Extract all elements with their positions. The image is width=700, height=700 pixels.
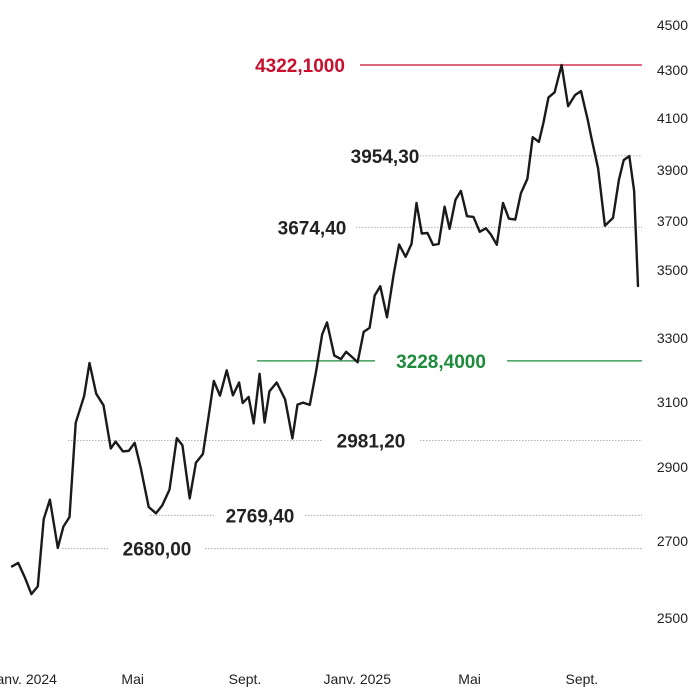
reference-label-1: 3954,30 [351, 147, 420, 168]
y-tick-label-1: 2700 [657, 533, 688, 549]
y-tick-label-4: 3300 [657, 330, 688, 346]
x-tick-label-2: Sept. [229, 671, 262, 687]
y-tick-label-2: 2900 [657, 459, 688, 475]
x-tick-label-1: Mai [121, 671, 144, 687]
reference-label-3: 3228,4000 [396, 352, 486, 373]
reference-label-0: 4322,1000 [255, 56, 345, 77]
x-tick-label-4: Mai [458, 671, 481, 687]
reference-label-6: 2680,00 [123, 540, 192, 561]
y-tick-label-7: 3900 [657, 162, 688, 178]
y-tick-label-6: 3700 [657, 213, 688, 229]
y-axis-ticks: 2500 2700 2900 3100 3300 3500 3700 3900 4100 4300… [657, 17, 688, 626]
y-tick-label-9: 4300 [657, 62, 688, 78]
y-tick-label-0: 2500 [657, 610, 688, 626]
x-tick-label-0: Janv. 2024 [0, 671, 57, 687]
level-labels: 4322,1000 3954,30 3674,40 3228,4000 2981,20 2… [123, 56, 486, 561]
reference-label-4: 2981,20 [337, 432, 406, 453]
y-tick-label-10: 4500 [657, 17, 688, 33]
x-tick-label-5: Sept. [566, 671, 599, 687]
series-line-0 [10, 63, 640, 596]
y-tick-label-5: 3500 [657, 262, 688, 278]
series-layer [10, 63, 640, 596]
y-tick-label-8: 4100 [657, 110, 688, 126]
x-tick-label-3: Janv. 2025 [324, 671, 392, 687]
x-axis-ticks: Janv. 2024 Mai Sept. Janv. 2025 Mai Sept. [0, 671, 598, 687]
y-tick-label-3: 3100 [657, 394, 688, 410]
reference-label-5: 2769,40 [226, 506, 295, 527]
reference-lines [62, 64, 642, 550]
reference-label-2: 3674,40 [278, 218, 347, 239]
